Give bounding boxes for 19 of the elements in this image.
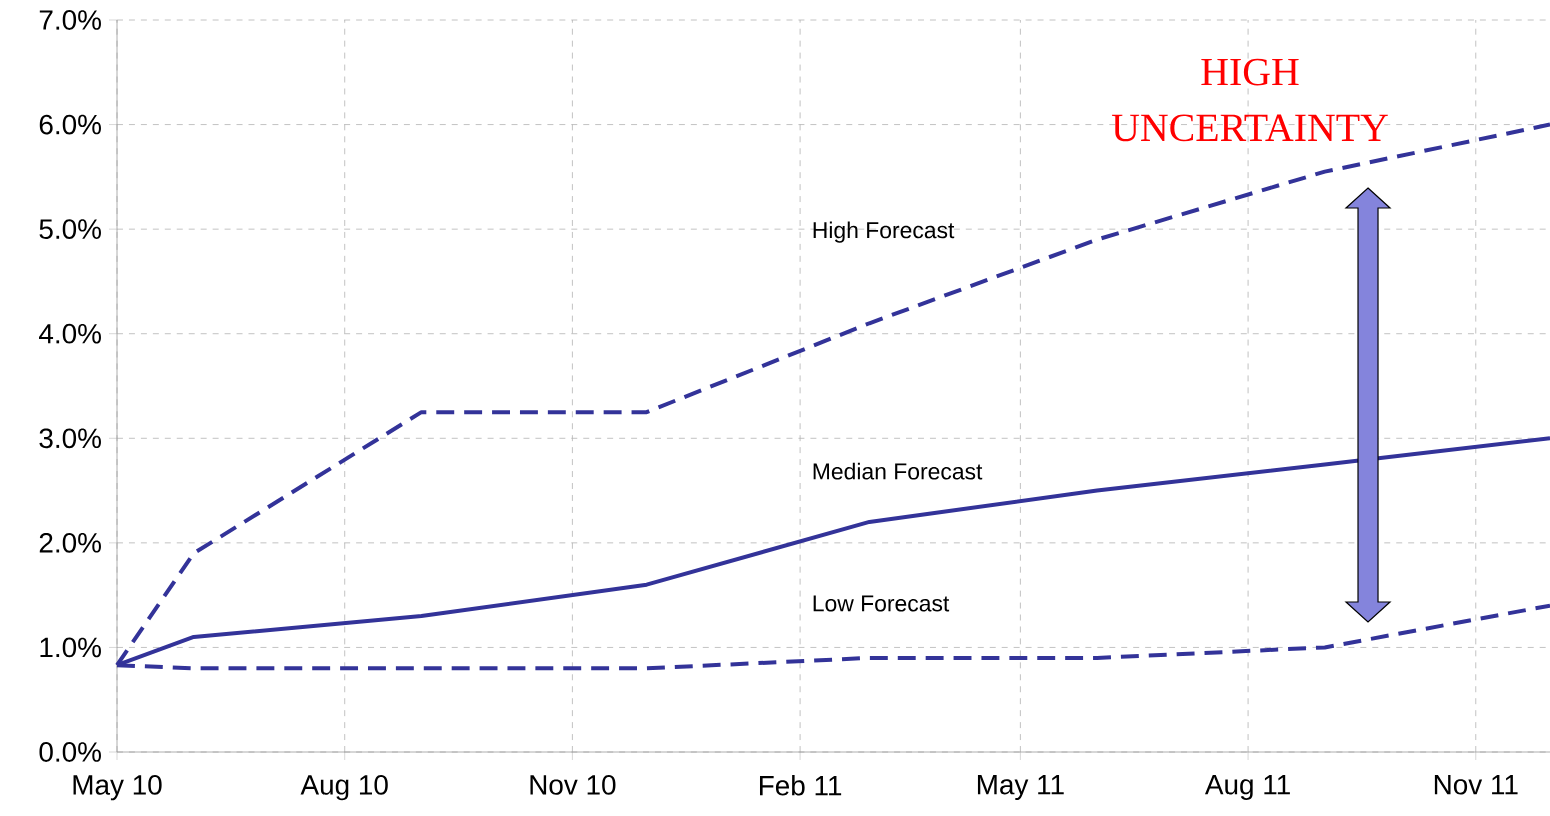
y-tick-label: 5.0%	[39, 219, 101, 240]
y-tick-label: 4.0%	[39, 323, 101, 344]
y-tick-label: 6.0%	[39, 114, 101, 135]
y-tick-label: 2.0%	[39, 532, 101, 553]
x-tick-label: Nov 10	[530, 775, 616, 795]
series-label: Median Forecast	[813, 462, 983, 480]
y-tick-label: 1.0%	[40, 637, 101, 658]
x-tick-label: Feb 11	[759, 775, 842, 796]
x-tick-label: May 11	[977, 775, 1064, 801]
x-tick-label: Aug 10	[300, 775, 388, 801]
x-tick-label: May 10	[73, 775, 162, 801]
annotation: HIGH UNCERTAINTY	[1111, 58, 1388, 142]
x-tick-label: Aug 11	[1204, 775, 1290, 801]
text: Low Forecast	[813, 595, 950, 612]
text: High Forecast	[813, 221, 955, 243]
y-tick-label: 3.0%	[39, 428, 101, 449]
y-tick-label: 7.0%	[39, 10, 101, 30]
x-tick-label: Nov 11	[1434, 775, 1518, 795]
y-tick-label: 0.0%	[39, 742, 101, 762]
